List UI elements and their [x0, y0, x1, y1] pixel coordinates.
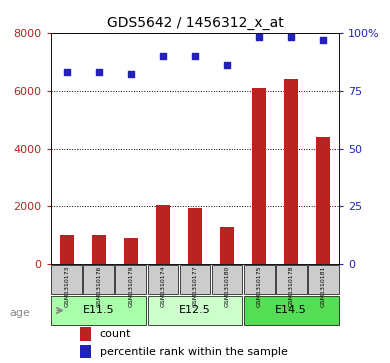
Bar	[252, 88, 266, 264]
Text: GSM1310179: GSM1310179	[128, 265, 133, 307]
Text: GSM1310176: GSM1310176	[96, 265, 101, 307]
Bar	[180, 265, 210, 294]
Bar	[51, 265, 82, 294]
Text: GSM1310174: GSM1310174	[160, 265, 165, 307]
Bar	[156, 205, 170, 264]
Bar	[147, 296, 243, 325]
Point	[224, 62, 230, 68]
Bar	[147, 265, 178, 294]
Text: GSM1310181: GSM1310181	[321, 265, 326, 307]
Bar	[92, 236, 106, 264]
Bar	[115, 265, 146, 294]
Bar	[51, 296, 146, 325]
Point	[288, 34, 294, 40]
Bar	[80, 327, 91, 341]
Text: GSM1310178: GSM1310178	[289, 265, 294, 307]
Bar	[284, 79, 298, 264]
Point	[128, 72, 134, 77]
Point	[256, 34, 262, 40]
Bar	[188, 208, 202, 264]
Bar	[80, 346, 91, 358]
Text: E12.5: E12.5	[179, 305, 211, 315]
Bar	[124, 238, 138, 264]
Point	[96, 69, 102, 75]
Text: GSM1310173: GSM1310173	[64, 265, 69, 307]
Text: GSM1310175: GSM1310175	[257, 265, 262, 307]
Bar	[60, 236, 74, 264]
Bar	[220, 227, 234, 264]
Bar	[83, 265, 114, 294]
Text: count: count	[100, 329, 131, 339]
Bar	[276, 265, 307, 294]
Text: E14.5: E14.5	[275, 305, 307, 315]
Bar	[244, 265, 275, 294]
Bar	[308, 265, 339, 294]
Point	[192, 53, 198, 59]
Text: GSM1310177: GSM1310177	[193, 265, 197, 307]
Text: age: age	[10, 308, 31, 318]
Bar	[316, 137, 330, 264]
Text: percentile rank within the sample: percentile rank within the sample	[100, 347, 288, 357]
Point	[160, 53, 166, 59]
Point	[64, 69, 70, 75]
Bar	[212, 265, 243, 294]
Text: E11.5: E11.5	[83, 305, 115, 315]
Bar	[244, 296, 339, 325]
Point	[320, 37, 326, 42]
Text: GDS5642 / 1456312_x_at: GDS5642 / 1456312_x_at	[106, 16, 284, 30]
Text: GSM1310180: GSM1310180	[225, 265, 230, 307]
